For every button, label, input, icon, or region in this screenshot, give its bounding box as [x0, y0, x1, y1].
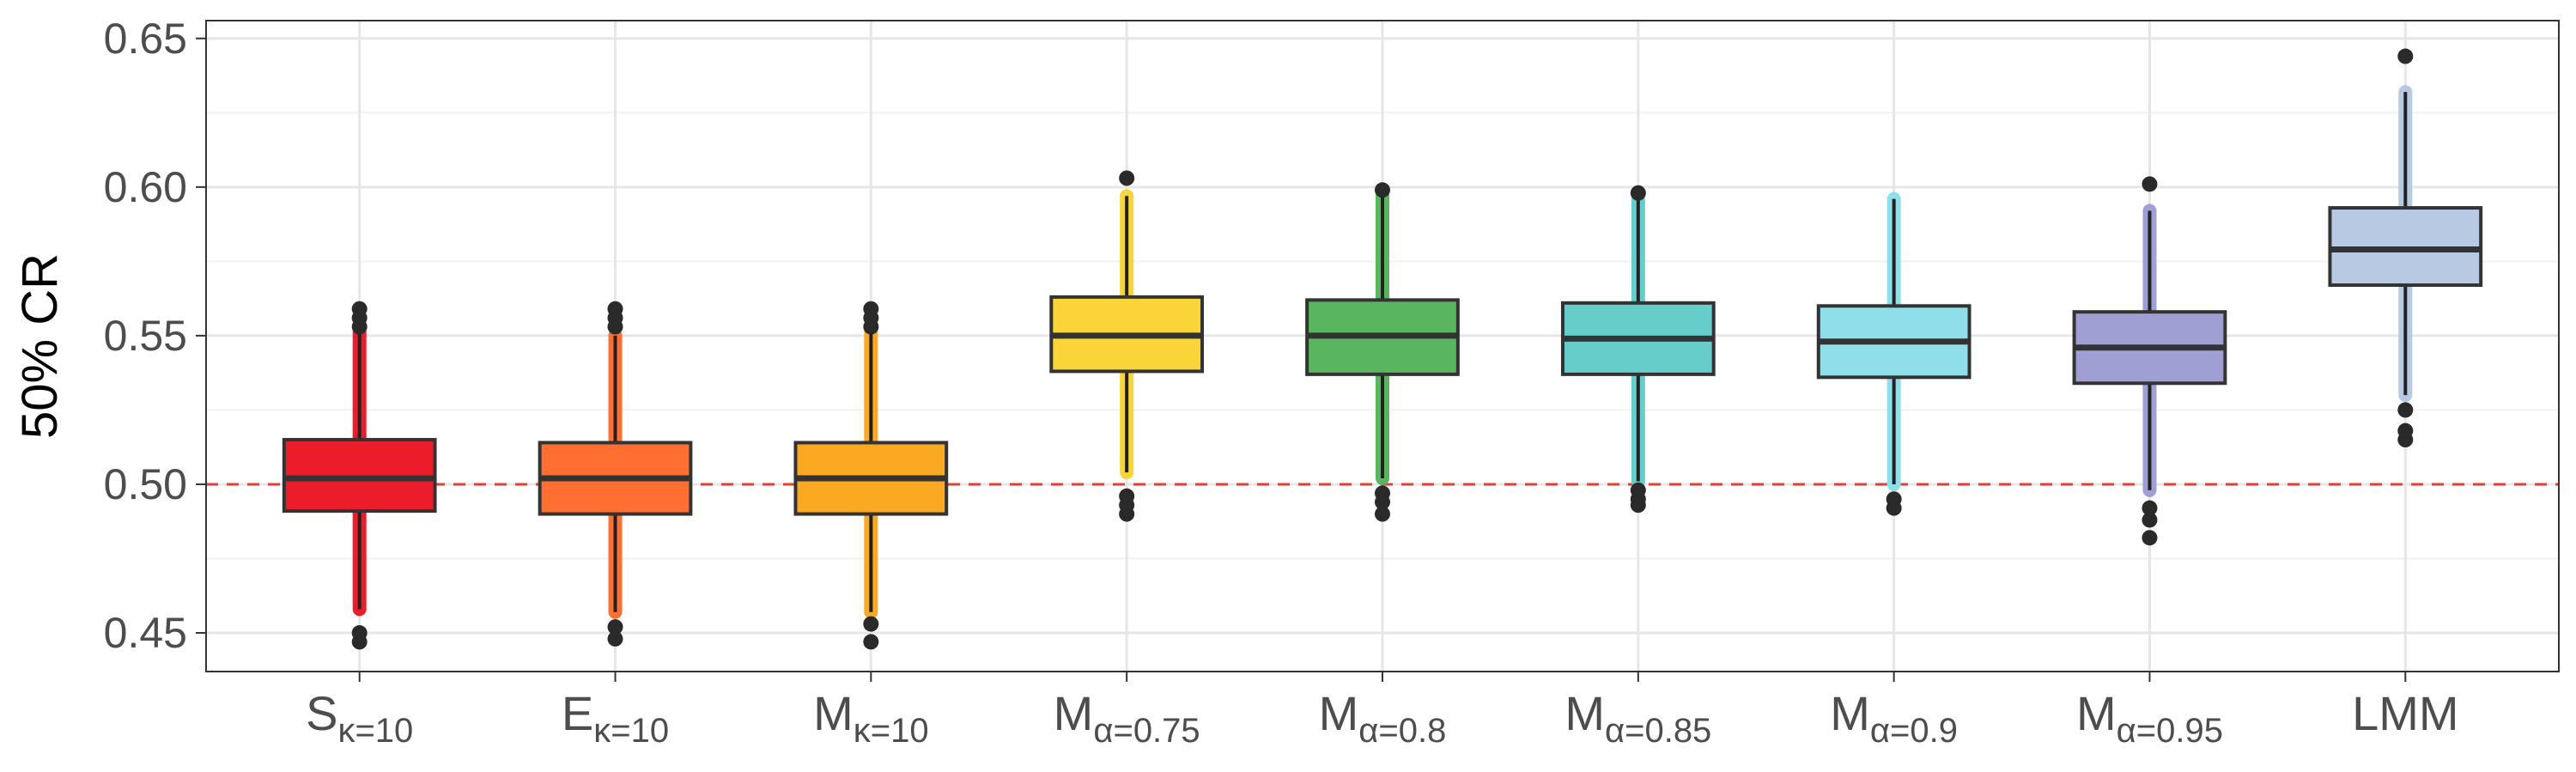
outlier-point [1119, 488, 1135, 504]
outlier-point [1119, 170, 1135, 186]
x-tick-label-main: M [813, 686, 854, 740]
x-tick-label: Mα=0.8 [1319, 686, 1447, 750]
box-group [793, 301, 949, 650]
outlier-point [1630, 185, 1646, 201]
box-group [282, 301, 437, 650]
x-tick-label-main: E [562, 686, 593, 740]
box-group [1305, 182, 1460, 522]
outlier-point [2142, 530, 2158, 546]
x-tick-label: Eκ=10 [562, 686, 669, 750]
y-tick-label: 0.60 [104, 163, 187, 211]
x-tick-label-main: M [1564, 686, 1605, 740]
outlier-point [2142, 500, 2158, 516]
box-group [2072, 176, 2227, 546]
y-tick-label: 0.45 [104, 609, 187, 657]
x-tick-label: LMM [2352, 686, 2458, 740]
x-tick-label-subscript: α=0.75 [1093, 712, 1200, 750]
outlier-point [1630, 482, 1646, 498]
y-tick-label: 0.50 [104, 460, 187, 508]
x-tick-label-main: M [1054, 686, 1094, 740]
box-group [538, 301, 693, 647]
box-group [2328, 48, 2483, 448]
x-tick-label: Sκ=10 [306, 686, 413, 750]
outlier-point [2397, 402, 2414, 418]
y-axis-title: 50% CR [12, 253, 68, 439]
x-tick-label-main: LMM [2352, 686, 2458, 740]
outlier-point [607, 619, 623, 635]
outlier-point [1375, 506, 1390, 522]
x-tick-label-subscript: κ=10 [337, 712, 413, 750]
x-tick-label-subscript: α=0.85 [1605, 712, 1711, 750]
outlier-point [863, 301, 879, 317]
x-axis: Sκ=10 Eκ=10 Mκ=10 Mα=0.75 Mα=0.8 Mα=0.85 Mα=0.… [306, 672, 2459, 750]
x-tick-label-main: S [306, 686, 337, 740]
outlier-point [607, 301, 623, 317]
outlier-point [1886, 491, 1902, 508]
outlier-point [1375, 182, 1390, 198]
outlier-point [2397, 48, 2414, 64]
x-tick-label-subscript: α=0.95 [2117, 712, 2223, 750]
x-tick-label: Mα=0.85 [1564, 686, 1711, 750]
boxes [282, 48, 2483, 650]
x-tick-label: Mκ=10 [813, 686, 929, 750]
outlier-point [1375, 485, 1390, 501]
outlier-point [2397, 422, 2414, 439]
outlier-point [863, 616, 879, 632]
x-tick-label-subscript: α=0.8 [1358, 712, 1446, 750]
box-group [1560, 185, 1716, 514]
x-tick-label-subscript: κ=10 [854, 712, 929, 750]
outlier-point [351, 301, 368, 317]
y-tick-label: 0.55 [104, 312, 187, 360]
box-group [1816, 191, 1971, 516]
outlier-point [2142, 512, 2158, 528]
y-tick-label: 0.65 [104, 15, 187, 63]
x-tick-label-subscript: α=0.9 [1870, 712, 1958, 750]
x-tick-label-main: M [1830, 686, 1870, 740]
outlier-point [351, 625, 368, 641]
outlier-point [607, 630, 623, 647]
y-axis: 0.45 0.50 0.55 0.60 0.65 [104, 15, 206, 657]
outlier-point [863, 634, 879, 650]
x-tick-label: Mα=0.95 [2076, 686, 2223, 750]
x-tick-label: Mα=0.9 [1830, 686, 1958, 750]
x-tick-label-main: M [2076, 686, 2117, 740]
x-tick-label: Mα=0.75 [1054, 686, 1200, 750]
outlier-point [2142, 176, 2158, 192]
x-tick-label-main: M [1319, 686, 1359, 740]
box-group [1049, 170, 1205, 522]
x-tick-label-subscript: κ=10 [593, 712, 669, 750]
